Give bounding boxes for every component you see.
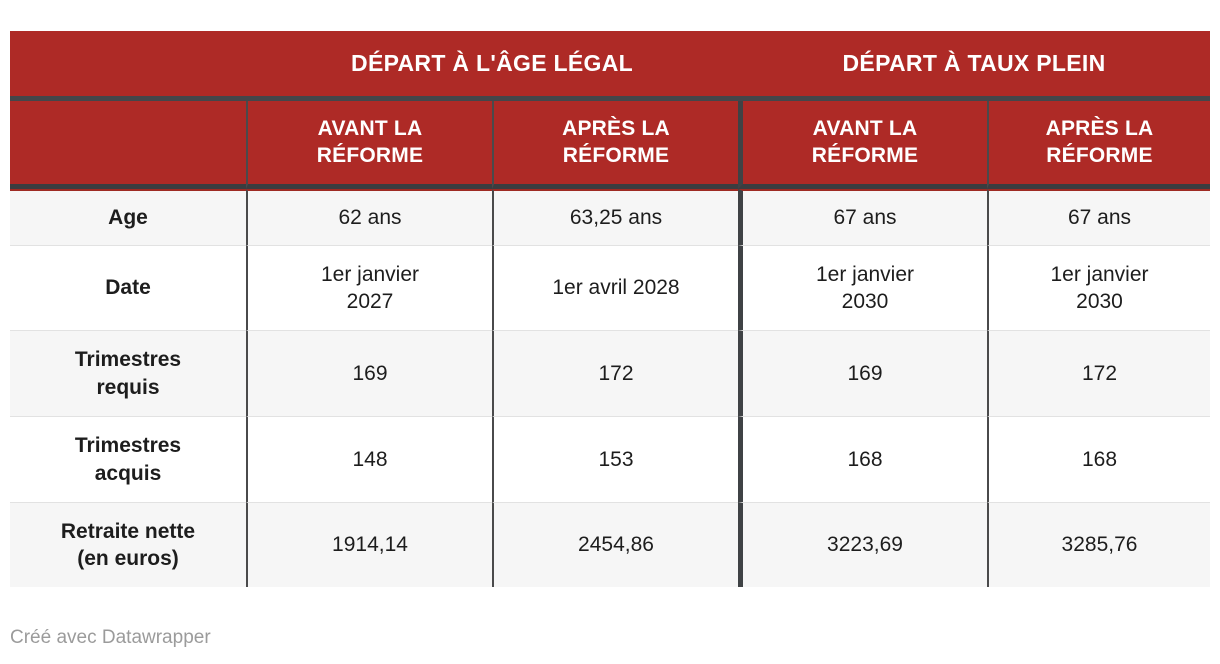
column-header-row: AVANT LA RÉFORME APRÈS LA RÉFORME AVANT … bbox=[10, 101, 1210, 189]
col-header-avant-reforme-2: AVANT LA RÉFORME bbox=[738, 101, 987, 189]
cell-value: 67 ans bbox=[738, 189, 987, 245]
datawrapper-credit[interactable]: Créé avec Datawrapper bbox=[10, 627, 211, 648]
col-header-avant-reforme-1: AVANT LA RÉFORME bbox=[246, 101, 492, 189]
table-row-trimestres-requis: Trimestres requis 169 172 169 172 bbox=[10, 330, 1210, 416]
cell-value: 3223,69 bbox=[738, 502, 987, 587]
col-header-apres-reforme-1: APRÈS LA RÉFORME bbox=[492, 101, 738, 189]
cell-value: 3285,76 bbox=[987, 502, 1210, 587]
table-row-age: Age 62 ans 63,25 ans 67 ans 67 ans bbox=[10, 189, 1210, 245]
row-label: Trimestres requis bbox=[10, 330, 246, 416]
cell-value: 62 ans bbox=[246, 189, 492, 245]
cell-value: 172 bbox=[492, 330, 738, 416]
corner-cell bbox=[10, 101, 246, 189]
group-header-row: DÉPART À L'ÂGE LÉGAL DÉPART À TAUX PLEIN bbox=[10, 31, 1210, 101]
group-header-taux-plein: DÉPART À TAUX PLEIN bbox=[738, 31, 1210, 101]
group-header-age-legal: DÉPART À L'ÂGE LÉGAL bbox=[246, 31, 738, 101]
cell-value: 168 bbox=[987, 416, 1210, 502]
cell-value: 1er janvier 2030 bbox=[738, 245, 987, 330]
cell-value: 1er avril 2028 bbox=[492, 245, 738, 330]
table-row-date: Date 1er janvier 2027 1er avril 2028 1er… bbox=[10, 245, 1210, 330]
cell-value: 172 bbox=[987, 330, 1210, 416]
cell-value: 1er janvier 2030 bbox=[987, 245, 1210, 330]
corner-cell bbox=[10, 31, 246, 101]
pension-comparison-table: DÉPART À L'ÂGE LÉGAL DÉPART À TAUX PLEIN… bbox=[10, 31, 1210, 587]
cell-value: 153 bbox=[492, 416, 738, 502]
row-label: Retraite nette (en euros) bbox=[10, 502, 246, 587]
cell-value: 169 bbox=[738, 330, 987, 416]
row-label: Age bbox=[10, 189, 246, 245]
cell-value: 67 ans bbox=[987, 189, 1210, 245]
table-row-trimestres-acquis: Trimestres acquis 148 153 168 168 bbox=[10, 416, 1210, 502]
cell-value: 148 bbox=[246, 416, 492, 502]
cell-value: 1914,14 bbox=[246, 502, 492, 587]
row-label: Trimestres acquis bbox=[10, 416, 246, 502]
table-row-retraite-nette: Retraite nette (en euros) 1914,14 2454,8… bbox=[10, 502, 1210, 587]
data-table: DÉPART À L'ÂGE LÉGAL DÉPART À TAUX PLEIN… bbox=[10, 31, 1210, 587]
cell-value: 169 bbox=[246, 330, 492, 416]
cell-value: 168 bbox=[738, 416, 987, 502]
cell-value: 2454,86 bbox=[492, 502, 738, 587]
cell-value: 63,25 ans bbox=[492, 189, 738, 245]
row-label: Date bbox=[10, 245, 246, 330]
col-header-apres-reforme-2: APRÈS LA RÉFORME bbox=[987, 101, 1210, 189]
cell-value: 1er janvier 2027 bbox=[246, 245, 492, 330]
